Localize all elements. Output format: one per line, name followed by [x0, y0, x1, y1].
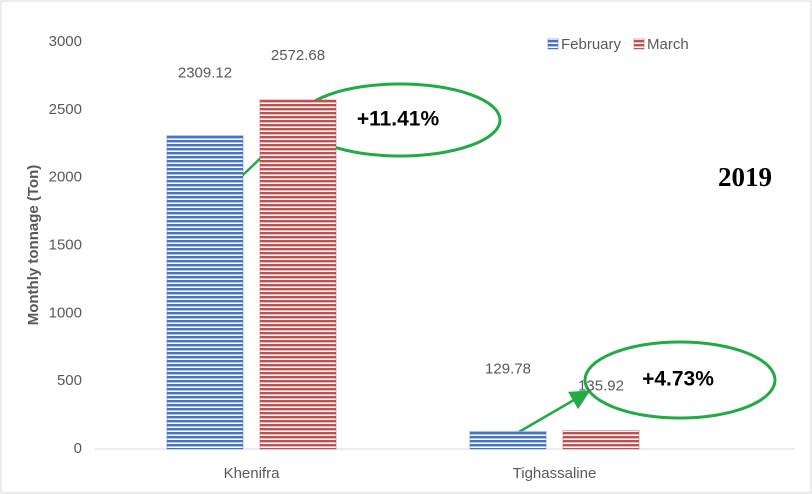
annotation: +4.73% — [642, 368, 714, 391]
bar — [166, 135, 244, 450]
data-label: 2309.12 — [178, 65, 232, 82]
y-tick-label: 500 — [57, 372, 82, 389]
y-tick-label: 3000 — [49, 33, 82, 50]
y-tick-label: 2000 — [49, 169, 82, 186]
highlight-ellipse — [583, 340, 777, 420]
bar — [259, 99, 337, 450]
data-label: 129.78 — [485, 360, 531, 377]
arrow — [511, 390, 591, 438]
y-tick-label: 1000 — [49, 304, 82, 321]
annotation: +11.41% — [357, 108, 440, 131]
y-axis-title: Monthly tonnage (Ton) — [25, 165, 42, 326]
x-tick-label: Khenifra — [224, 465, 281, 482]
x-tick-label: Tighassaline — [513, 465, 597, 482]
bar — [562, 430, 640, 450]
bar — [469, 430, 547, 450]
legend-swatch — [633, 38, 645, 50]
data-label: 2572.68 — [271, 47, 325, 64]
data-label: 135.92 — [578, 378, 624, 395]
legend-swatch — [547, 38, 559, 50]
y-tick-label: 0 — [74, 440, 82, 457]
legend-label: March — [647, 36, 689, 53]
annotation: 2019 — [718, 162, 772, 192]
y-tick-label: 2500 — [49, 101, 82, 118]
y-tick-label: 1500 — [49, 236, 82, 253]
legend-label: February — [561, 36, 622, 53]
